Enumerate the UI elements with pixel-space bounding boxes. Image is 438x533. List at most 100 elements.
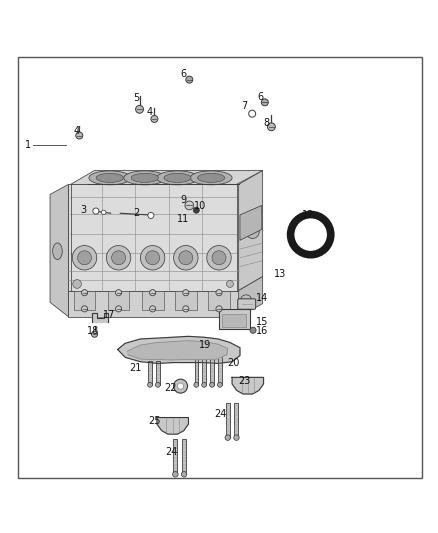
Circle shape	[72, 246, 97, 270]
Polygon shape	[74, 290, 95, 310]
Bar	[148, 361, 152, 385]
Circle shape	[112, 251, 126, 265]
Text: 15: 15	[256, 317, 268, 327]
FancyBboxPatch shape	[238, 299, 256, 309]
Ellipse shape	[198, 173, 225, 182]
Circle shape	[179, 251, 193, 265]
Circle shape	[194, 382, 199, 387]
Polygon shape	[50, 184, 68, 317]
Ellipse shape	[53, 243, 62, 260]
Bar	[219, 309, 251, 329]
Ellipse shape	[124, 171, 166, 185]
Circle shape	[173, 246, 198, 270]
Circle shape	[81, 306, 88, 312]
Text: 6: 6	[258, 92, 264, 102]
Polygon shape	[208, 290, 230, 310]
Text: 10: 10	[194, 201, 206, 211]
Circle shape	[150, 289, 155, 296]
Text: 14: 14	[256, 293, 268, 303]
Bar	[173, 439, 177, 474]
Bar	[234, 403, 238, 438]
Circle shape	[146, 251, 159, 265]
Ellipse shape	[96, 173, 124, 182]
Circle shape	[226, 280, 233, 287]
Circle shape	[92, 331, 98, 337]
Text: 24: 24	[215, 409, 227, 419]
Text: 7: 7	[241, 101, 247, 111]
Text: 4: 4	[74, 126, 80, 136]
Polygon shape	[118, 336, 240, 364]
Circle shape	[148, 212, 154, 219]
Circle shape	[151, 116, 158, 123]
Bar	[156, 361, 159, 385]
Circle shape	[177, 383, 184, 389]
Text: 12: 12	[302, 210, 314, 220]
Bar	[218, 357, 222, 385]
Circle shape	[268, 123, 276, 131]
Circle shape	[148, 382, 152, 387]
Circle shape	[181, 472, 187, 477]
Circle shape	[250, 327, 256, 333]
Circle shape	[141, 246, 165, 270]
Circle shape	[73, 280, 81, 288]
Circle shape	[173, 472, 178, 477]
Text: 17: 17	[103, 310, 115, 319]
Text: 20: 20	[228, 358, 240, 368]
Text: 5: 5	[133, 93, 139, 102]
Text: 23: 23	[238, 376, 251, 386]
Polygon shape	[239, 171, 263, 290]
Polygon shape	[175, 290, 197, 310]
Polygon shape	[108, 290, 130, 310]
Circle shape	[217, 382, 223, 387]
Polygon shape	[232, 377, 264, 394]
Text: 1: 1	[25, 140, 31, 150]
Bar	[182, 439, 186, 474]
Bar	[226, 403, 230, 438]
Polygon shape	[68, 184, 239, 290]
Circle shape	[136, 106, 144, 113]
Circle shape	[106, 246, 131, 270]
Circle shape	[150, 306, 155, 312]
Circle shape	[249, 110, 256, 117]
Text: 21: 21	[129, 363, 141, 373]
Bar	[210, 357, 214, 385]
Circle shape	[183, 306, 189, 312]
Text: 24: 24	[165, 447, 177, 457]
Ellipse shape	[164, 173, 191, 182]
Text: 3: 3	[81, 205, 87, 215]
Ellipse shape	[241, 295, 251, 304]
Text: 16: 16	[256, 326, 268, 336]
Text: 8: 8	[263, 118, 269, 128]
Polygon shape	[68, 290, 239, 317]
Polygon shape	[157, 417, 188, 434]
Circle shape	[261, 99, 268, 106]
Ellipse shape	[131, 173, 159, 182]
Text: 11: 11	[177, 214, 189, 224]
Text: 22: 22	[165, 383, 177, 393]
Circle shape	[234, 435, 239, 440]
Circle shape	[202, 382, 207, 387]
Circle shape	[93, 208, 99, 214]
Ellipse shape	[89, 171, 131, 185]
Text: 2: 2	[133, 208, 139, 218]
Circle shape	[183, 289, 189, 296]
Circle shape	[116, 289, 122, 296]
Text: 25: 25	[148, 416, 161, 426]
Bar	[222, 313, 246, 327]
Circle shape	[216, 289, 222, 296]
Text: 19: 19	[199, 340, 211, 350]
Circle shape	[193, 207, 199, 213]
Text: 13: 13	[274, 269, 286, 279]
Circle shape	[76, 132, 83, 139]
Ellipse shape	[246, 224, 259, 239]
Text: 18: 18	[87, 326, 99, 336]
Circle shape	[173, 379, 187, 393]
Polygon shape	[71, 171, 263, 184]
Circle shape	[81, 289, 88, 296]
Bar	[194, 357, 198, 385]
Circle shape	[216, 306, 222, 312]
Polygon shape	[92, 313, 108, 321]
Circle shape	[225, 435, 230, 440]
Text: 9: 9	[180, 195, 186, 205]
Circle shape	[155, 382, 160, 387]
